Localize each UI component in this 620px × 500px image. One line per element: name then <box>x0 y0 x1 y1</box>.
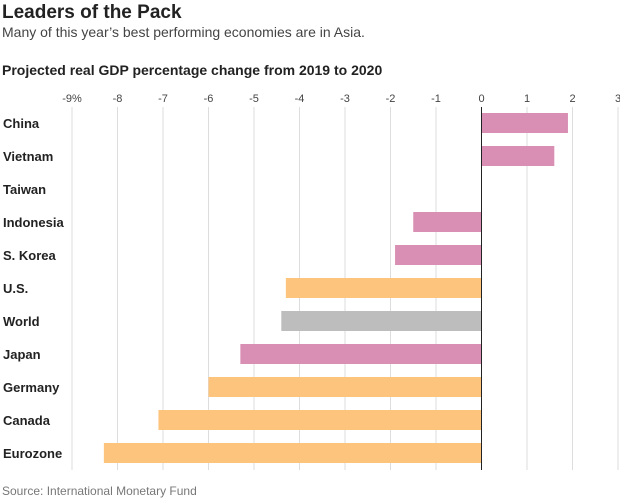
category-label: China <box>3 116 40 131</box>
bar <box>208 377 482 397</box>
x-tick-label: -1 <box>431 93 441 105</box>
chart-title: Leaders of the Pack <box>2 2 182 23</box>
x-tick-label: 0 <box>478 93 484 105</box>
category-label: U.S. <box>3 281 28 296</box>
x-tick-label: -9% <box>62 93 82 105</box>
x-tick-label: -2 <box>386 93 396 105</box>
category-label: Japan <box>3 347 41 362</box>
bar <box>240 344 482 364</box>
bar <box>103 443 482 463</box>
x-tick-label: -8 <box>113 93 123 105</box>
category-label: Indonesia <box>3 215 64 230</box>
x-tick-label: 2 <box>569 93 575 105</box>
tick-label-layer: -9% -8 -7 -6 -5 -4 -3 -2 -1 0 1 2 3 <box>62 93 620 105</box>
x-tick-label: 3 <box>615 93 620 105</box>
category-label: Canada <box>3 413 51 428</box>
category-label-layer: China Vietnam Taiwan Indonesia S. Korea U.S. W… <box>3 116 64 461</box>
x-tick-label: -4 <box>295 93 305 105</box>
chart-heading: Projected real GDP percentage change fro… <box>2 62 383 78</box>
source-note: Source: International Monetary Fund <box>2 484 197 498</box>
x-tick-label: -5 <box>249 93 259 105</box>
category-label: Taiwan <box>3 182 46 197</box>
bar <box>281 311 482 331</box>
bar <box>395 245 482 265</box>
x-tick-label: -3 <box>340 93 350 105</box>
bar-layer <box>103 113 568 463</box>
bar <box>413 212 482 232</box>
bar <box>285 278 482 298</box>
category-label: World <box>3 314 40 329</box>
category-label: S. Korea <box>3 248 57 263</box>
category-label: Vietnam <box>3 149 53 164</box>
gdp-bar-chart: -9% -8 -7 -6 -5 -4 -3 -2 -1 0 1 2 3 China Vietnam Taiw… <box>3 93 620 470</box>
bar <box>481 113 568 133</box>
chart-subtitle: Many of this year’s best performing econ… <box>2 24 365 40</box>
category-label: Germany <box>3 380 60 395</box>
x-tick-label: -6 <box>204 93 214 105</box>
bar <box>481 146 555 166</box>
category-label: Eurozone <box>3 446 62 461</box>
x-tick-label: 1 <box>524 93 530 105</box>
x-tick-label: -7 <box>158 93 168 105</box>
bar <box>158 410 482 430</box>
